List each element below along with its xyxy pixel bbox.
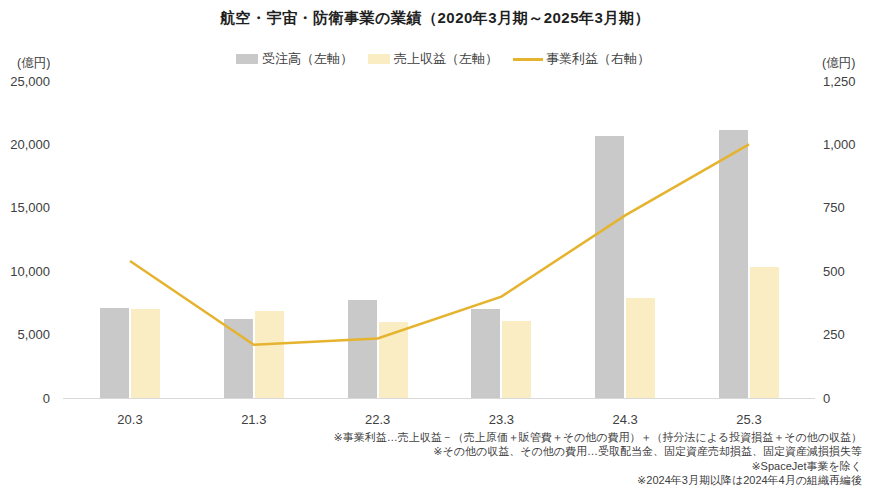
profit-line bbox=[0, 0, 870, 489]
footnote-1: ※事業利益…売上収益－（売上原価＋販管費＋その他の費用）＋（持分法による投資損益… bbox=[333, 430, 862, 444]
chart: 航空・宇宙・防衛事業の業績（2020年3月期～2025年3月期） 受注高（左軸）… bbox=[0, 0, 870, 489]
footnote-3: ※SpaceJet事業を除く bbox=[333, 459, 862, 473]
footnote-4: ※2024年3月期以降は2024年4月の組織再編後 bbox=[333, 473, 862, 487]
footnotes: ※事業利益…売上収益－（売上原価＋販管費＋その他の費用）＋（持分法による投資損益… bbox=[333, 430, 862, 487]
footnote-2: ※その他の収益、その他の費用…受取配当金、固定資産売却損益、固定資産減損損失等 bbox=[333, 444, 862, 458]
